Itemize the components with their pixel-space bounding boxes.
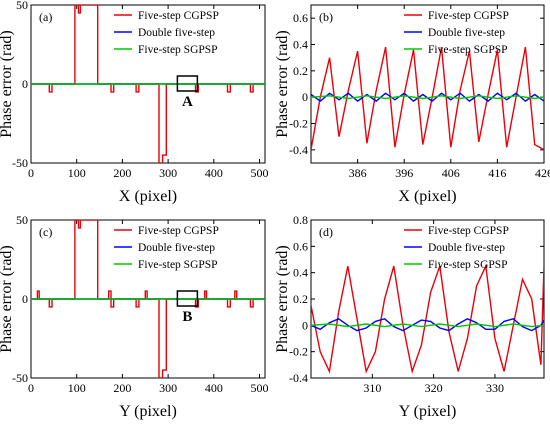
y-tick-label: -0.4 xyxy=(289,143,308,157)
panel-label: (c) xyxy=(39,225,52,239)
zoom-region-label: A xyxy=(182,94,193,110)
zoom-region-box xyxy=(176,75,199,92)
legend-entry: Five-step CGPSP xyxy=(138,10,219,22)
y-tick-label: -0.2 xyxy=(289,345,308,359)
series-line-five-step-cgpsp xyxy=(31,5,265,163)
x-tick-label: 400 xyxy=(205,166,223,180)
series-line-five-step-sgpsp xyxy=(311,95,544,100)
y-axis-label: Phase error (rad) xyxy=(0,245,15,353)
legend-entry: Double five-step xyxy=(428,242,505,254)
y-tick-label: 0.4 xyxy=(293,38,308,52)
legend-entry: Five-step CGPSP xyxy=(428,225,509,237)
x-axis-label: Y (pixel) xyxy=(399,403,457,420)
legend-entry: Five-step CGPSP xyxy=(138,225,219,237)
x-tick-label: 320 xyxy=(425,381,443,395)
x-tick-label: 0 xyxy=(28,381,34,395)
legend-entry: Five-step SGPSP xyxy=(138,44,218,56)
y-tick-label: 0 xyxy=(22,292,28,306)
zoom-region-label: B xyxy=(182,309,192,325)
x-tick-label: 300 xyxy=(159,381,177,395)
y-tick-label: 0.6 xyxy=(293,11,308,25)
legend-entry: Double five-step xyxy=(428,27,505,39)
x-tick-label: 100 xyxy=(68,381,86,395)
panel-label: (b) xyxy=(319,10,333,24)
y-tick-label: 0.2 xyxy=(293,292,308,306)
legend-entry: Double five-step xyxy=(138,27,215,39)
x-tick-label: 100 xyxy=(68,166,86,180)
legend-entry: Five-step SGPSP xyxy=(428,259,508,271)
x-tick-label: 386 xyxy=(349,166,367,180)
x-tick-label: 396 xyxy=(395,166,413,180)
series-line-double-five-step xyxy=(311,318,544,332)
y-axis-label: Phase error (rad) xyxy=(0,30,15,138)
y-tick-label: -50 xyxy=(12,371,28,385)
y-tick-label: 50 xyxy=(16,213,28,227)
x-tick-label: 200 xyxy=(113,166,131,180)
legend-entry: Five-step CGPSP xyxy=(428,10,509,22)
y-tick-label: -0.2 xyxy=(289,117,308,131)
series-line-five-step-cgpsp xyxy=(311,46,544,151)
y-tick-label: 0.8 xyxy=(293,213,308,227)
x-tick-label: 310 xyxy=(363,381,381,395)
x-tick-label: 500 xyxy=(251,381,269,395)
x-tick-label: 426 xyxy=(535,166,550,180)
x-axis-label: X (pixel) xyxy=(119,188,177,205)
y-tick-label: 0 xyxy=(302,318,308,332)
x-tick-label: 406 xyxy=(442,166,460,180)
panel-d: 310 320 330 -0.4 -0.2 0 0.2 0.4 0.6 0.8 Five-step … xyxy=(274,213,545,420)
legend-entry: Five-step SGPSP xyxy=(138,259,218,271)
y-tick-label: -50 xyxy=(12,156,28,170)
y-tick-label: 0.4 xyxy=(293,266,308,280)
x-tick-label: 400 xyxy=(205,381,223,395)
y-tick-label: 0 xyxy=(302,90,308,104)
x-tick-label: 500 xyxy=(251,166,269,180)
y-axis-label: Phase error (rad) xyxy=(274,245,291,353)
x-tick-label: 416 xyxy=(488,166,506,180)
legend-entry: Double five-step xyxy=(138,242,215,254)
x-tick-label: 330 xyxy=(486,381,504,395)
x-tick-label: 200 xyxy=(113,381,131,395)
plot-frame xyxy=(310,4,545,164)
panel-b: 386 396 406 416 426 -0.4 -0.2 0 0.2 0.4 0.6 Five-st… xyxy=(274,4,550,205)
y-tick-label: 0.2 xyxy=(293,64,308,78)
y-tick-label: -0.4 xyxy=(289,371,308,385)
y-tick-label: 0 xyxy=(22,77,28,91)
x-tick-label: 0 xyxy=(28,166,34,180)
x-axis-label: Y (pixel) xyxy=(119,403,177,420)
y-tick-label: 0.6 xyxy=(293,239,308,253)
series-line-five-step-cgpsp xyxy=(311,263,544,375)
y-tick-label: 50 xyxy=(16,0,28,12)
panel-label: (a) xyxy=(39,10,52,24)
x-axis-label: X (pixel) xyxy=(398,188,456,205)
y-axis-label: Phase error (rad) xyxy=(274,30,291,138)
x-tick-label: 300 xyxy=(159,166,177,180)
legend-entry: Five-step SGPSP xyxy=(428,44,508,56)
series-line-five-step-sgpsp xyxy=(311,323,544,328)
zoom-region-box xyxy=(176,290,199,307)
series-line-five-step-cgpsp xyxy=(31,220,265,378)
panel-label: (d) xyxy=(319,225,333,239)
